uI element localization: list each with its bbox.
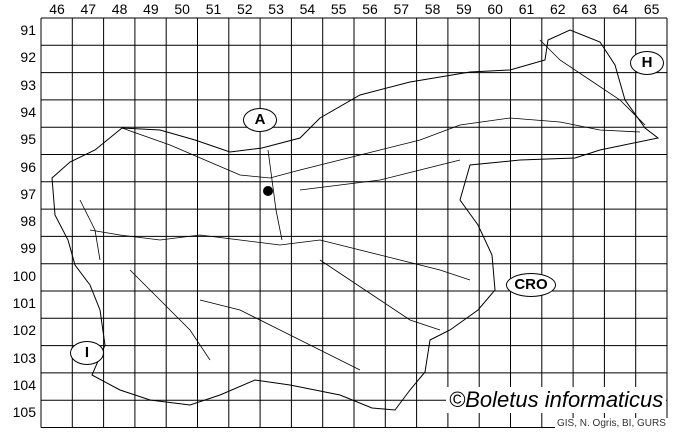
rivers <box>79 39 646 371</box>
row-label: 92 <box>20 49 36 66</box>
column-label: 64 <box>612 1 629 17</box>
column-label: 54 <box>299 1 316 17</box>
row-label: 98 <box>20 213 36 230</box>
record-dot <box>263 186 273 196</box>
row-label: 101 <box>12 295 36 311</box>
column-label: 59 <box>456 1 472 17</box>
row-label: 95 <box>20 131 36 148</box>
row-label: 104 <box>12 376 36 393</box>
row-label: 100 <box>12 267 36 284</box>
credit-text: GIS, N. Ogris, BI, GURS <box>555 418 668 429</box>
column-label: 50 <box>174 1 190 17</box>
row-label: 91 <box>20 22 36 38</box>
slovenia-outline <box>51 29 660 411</box>
grid-lines <box>40 17 668 428</box>
row-label: 97 <box>20 185 36 202</box>
column-label: 61 <box>518 1 535 17</box>
column-label: 52 <box>237 1 253 17</box>
column-label: 53 <box>268 1 284 17</box>
column-label: 46 <box>49 1 65 17</box>
column-label: 58 <box>424 1 441 17</box>
column-label: 65 <box>643 1 660 17</box>
label-italy: I <box>70 341 104 365</box>
row-label: 94 <box>20 103 36 120</box>
column-label: 56 <box>362 1 378 17</box>
column-label: 49 <box>143 1 159 17</box>
row-label: 96 <box>20 158 36 175</box>
row-label: 93 <box>20 76 36 93</box>
row-label: 102 <box>12 322 36 339</box>
column-label: 60 <box>487 1 503 17</box>
column-label: 63 <box>581 1 597 17</box>
copyright-text: ©Boletus informaticus <box>446 387 667 413</box>
label-croatia: CRO <box>506 273 556 297</box>
label-hungary: H <box>630 51 664 75</box>
row-label: 99 <box>20 240 36 257</box>
column-label: 51 <box>205 1 222 17</box>
row-label: 103 <box>12 349 36 366</box>
column-label: 48 <box>111 1 128 17</box>
column-label: 47 <box>80 1 97 17</box>
column-label: 55 <box>330 1 347 17</box>
row-label: 105 <box>12 404 36 421</box>
column-label: 57 <box>393 1 410 17</box>
label-austria: A <box>243 108 277 132</box>
country-border <box>51 29 660 411</box>
column-label: 62 <box>550 1 566 17</box>
